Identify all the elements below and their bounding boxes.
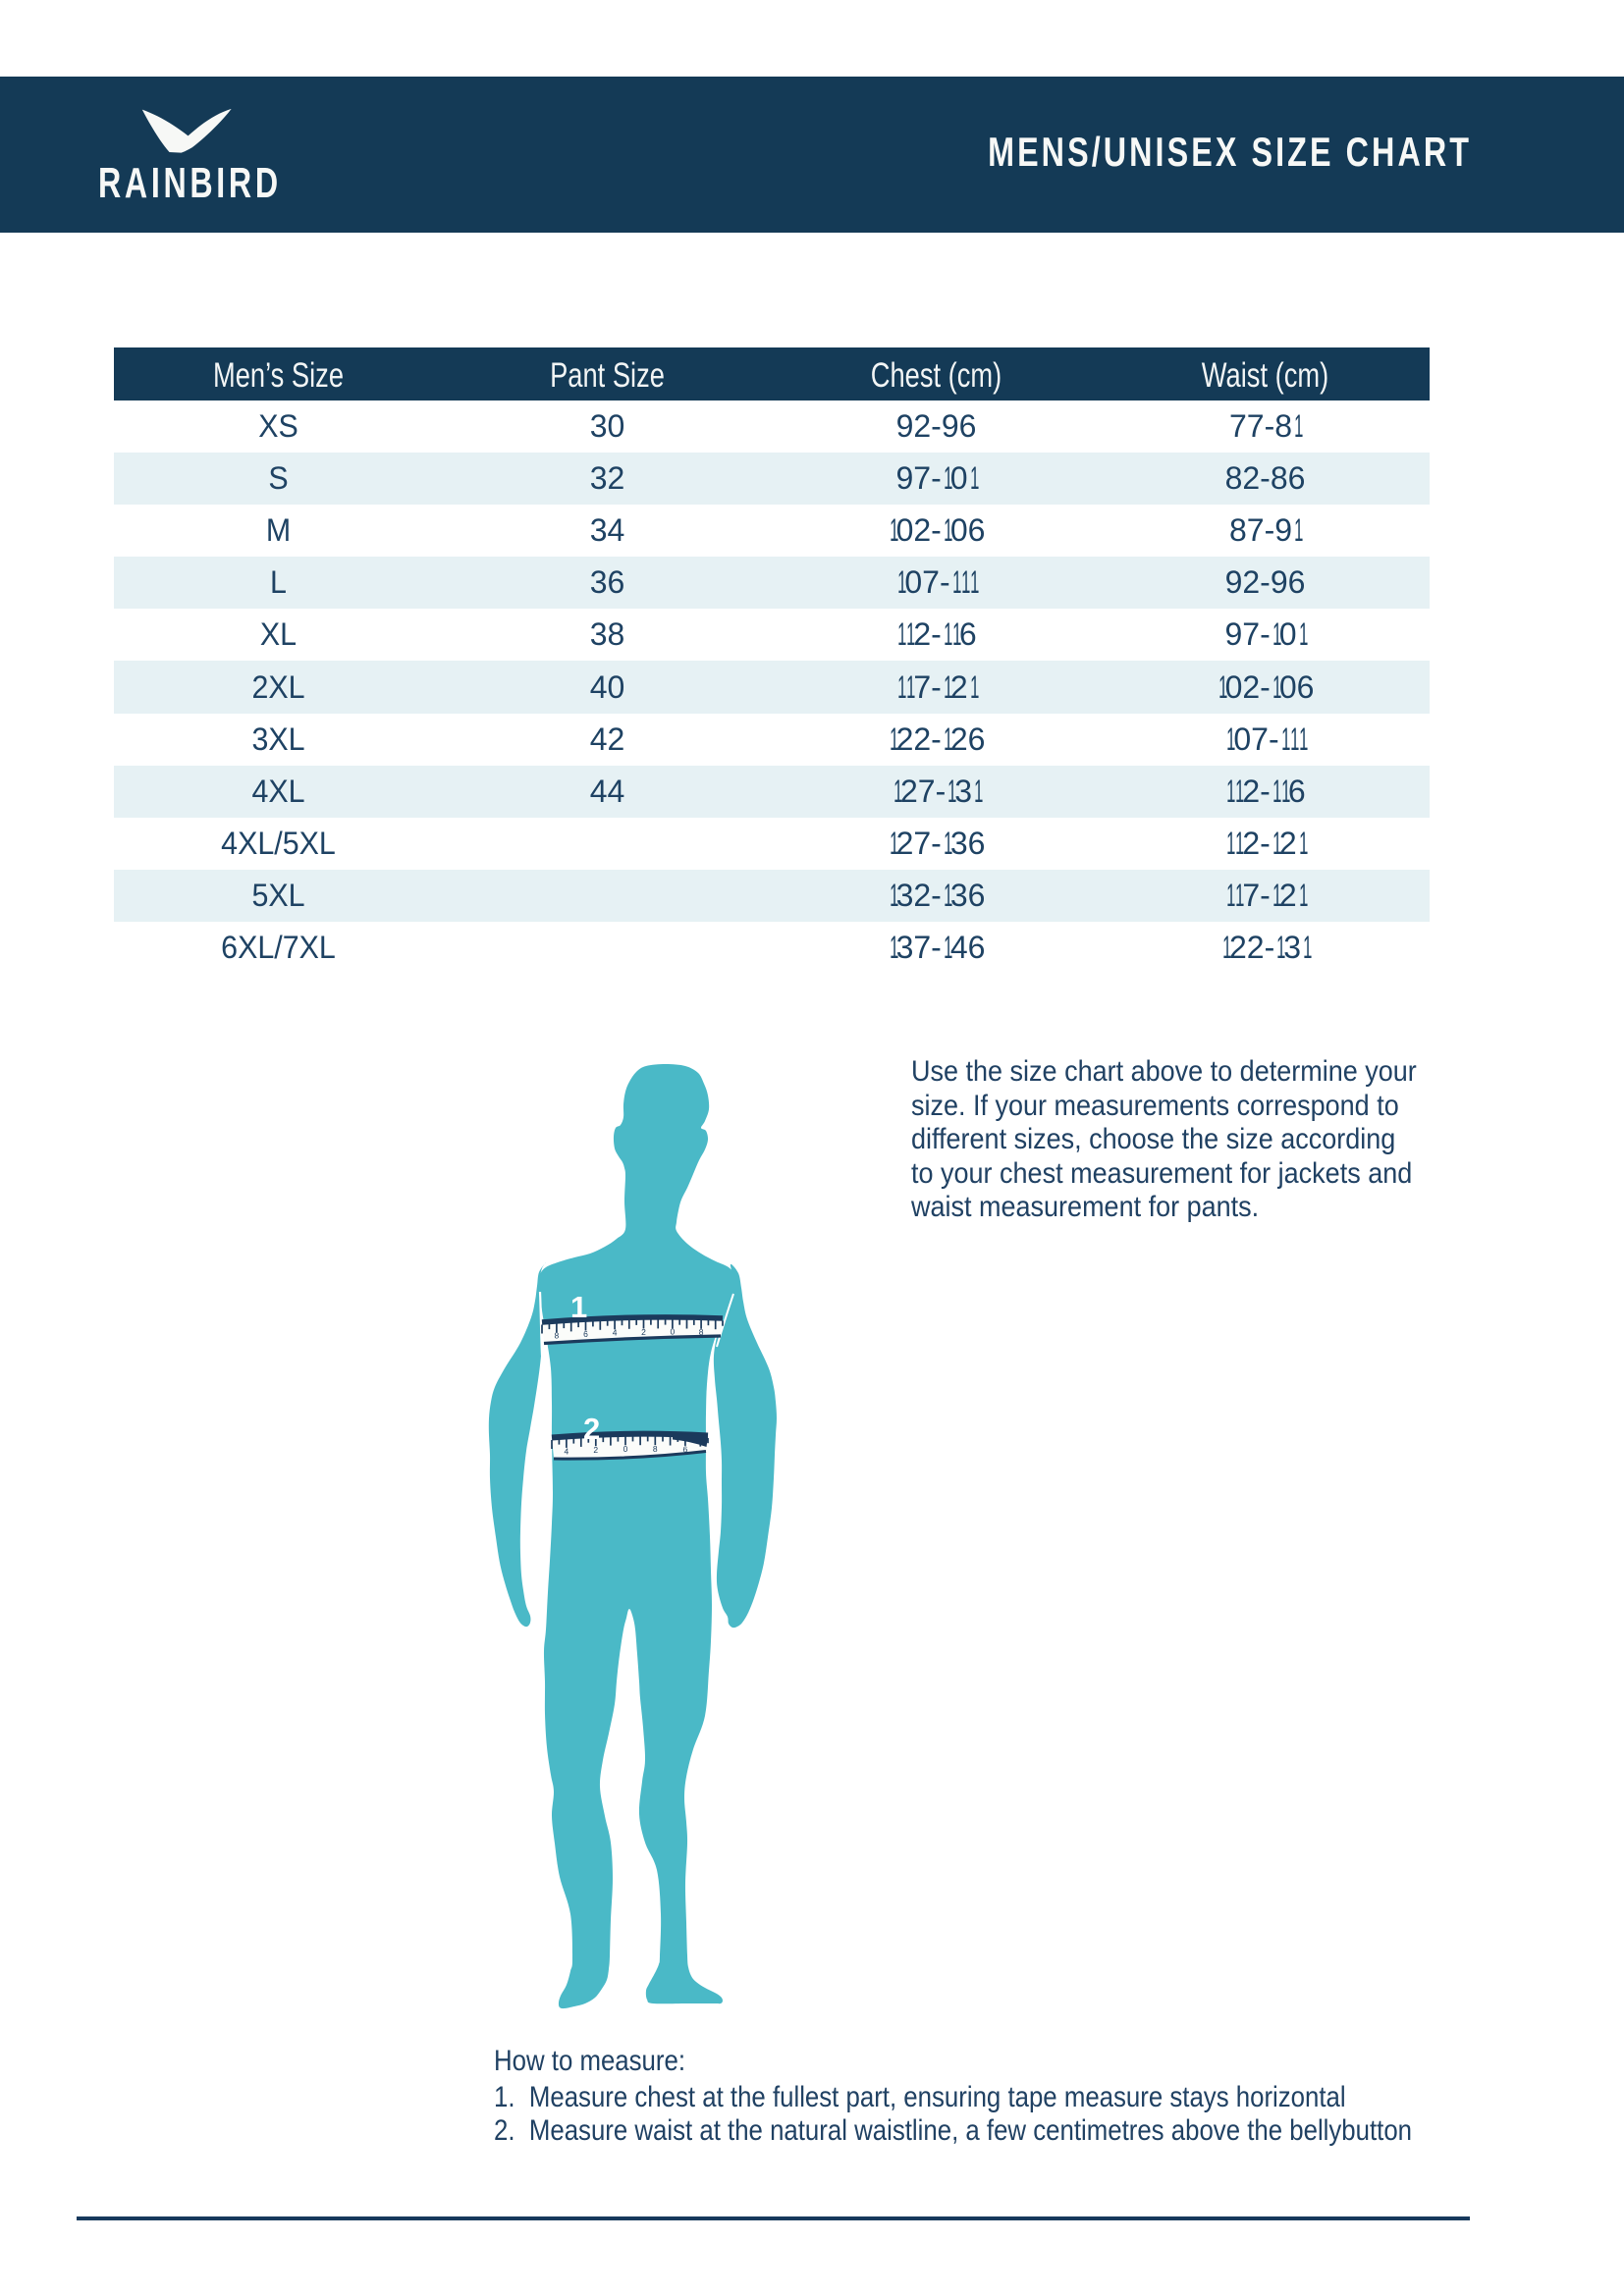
svg-text:8: 8 [555,1331,560,1341]
svg-text:6: 6 [583,1329,588,1339]
svg-text:2: 2 [641,1327,646,1337]
svg-text:0: 0 [623,1444,628,1454]
svg-text:4: 4 [613,1328,618,1338]
svg-text:2: 2 [593,1445,598,1455]
svg-text:0: 0 [671,1327,676,1337]
svg-text:1: 1 [570,1290,587,1324]
svg-text:6: 6 [683,1445,688,1455]
svg-text:4: 4 [565,1447,569,1457]
svg-text:8: 8 [699,1327,704,1337]
svg-text:8: 8 [653,1444,658,1454]
svg-text:2: 2 [583,1412,600,1446]
